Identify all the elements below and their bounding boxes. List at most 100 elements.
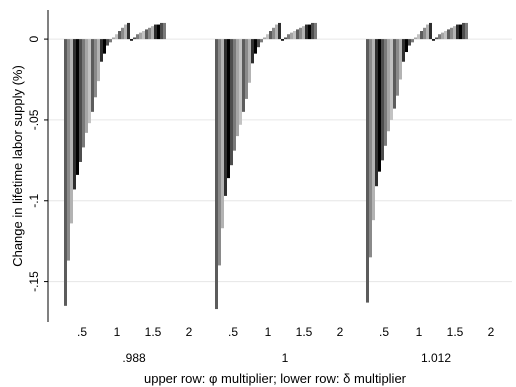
bar [139, 32, 142, 40]
bar [121, 27, 124, 40]
bar [426, 24, 429, 40]
bar [233, 39, 236, 151]
bar [393, 39, 396, 109]
bar [227, 39, 230, 179]
y-axis-title: Change in lifetime labor supply (%) [10, 65, 25, 267]
bar [127, 22, 130, 40]
bar [76, 39, 79, 175]
bar [462, 22, 465, 40]
bar [402, 39, 405, 62]
bar [218, 39, 221, 266]
bar [106, 39, 109, 46]
bar [372, 39, 375, 221]
bar [154, 24, 157, 40]
bar [396, 39, 399, 96]
bar [230, 39, 233, 166]
x-upper-tick-label: 1 [114, 325, 121, 339]
bar [79, 39, 82, 162]
bar [124, 24, 127, 40]
bar [438, 34, 441, 40]
x-upper-tick-label: 1 [265, 325, 272, 339]
y-tick-labels: 0 -.05 -.1 -.15 [27, 35, 41, 291]
bar [299, 27, 302, 40]
bar [64, 39, 67, 306]
bar [263, 37, 266, 40]
bar [112, 37, 115, 40]
bar [100, 39, 103, 62]
bar [160, 22, 163, 40]
bar [311, 22, 314, 40]
bar [296, 29, 299, 40]
panel-bars [366, 22, 468, 303]
bar [221, 39, 224, 229]
bar [151, 26, 154, 40]
bar [417, 34, 420, 40]
bar [248, 39, 251, 83]
x-upper-tick-label: 1.5 [145, 325, 162, 339]
bar [130, 39, 133, 41]
bar [465, 22, 468, 40]
bar [118, 31, 121, 40]
bar [251, 39, 254, 64]
bar [269, 31, 272, 40]
bar [254, 39, 257, 54]
bar [399, 39, 402, 80]
bar [236, 39, 239, 137]
bar [366, 39, 369, 303]
bar [405, 39, 408, 53]
bar [82, 39, 85, 148]
bar [272, 27, 275, 40]
bar [314, 22, 317, 40]
bar [384, 39, 387, 146]
bar [281, 39, 284, 41]
bar [284, 37, 287, 40]
x-lower-tick-label: 1.012 [421, 351, 451, 365]
bar [145, 29, 148, 40]
bar [148, 27, 151, 40]
bar [278, 22, 281, 40]
bar [157, 24, 160, 40]
bar [73, 39, 76, 190]
bar [375, 39, 378, 187]
bar [85, 39, 88, 133]
bar [308, 24, 311, 40]
bar [450, 27, 453, 40]
bar [423, 27, 426, 40]
x-upper-tick-label: 1.5 [296, 325, 313, 339]
bar [215, 39, 218, 310]
bar [242, 39, 245, 112]
x-upper-tick-label: 2 [488, 325, 495, 339]
y-tick-label: -.15 [27, 271, 41, 292]
x-tick-labels: .5 1 1.5 2.988.5 1 1.5 21.5 1 1.5 21.012 [77, 325, 495, 365]
bar [266, 34, 269, 40]
bar [136, 34, 139, 40]
bar [290, 32, 293, 40]
bar [293, 31, 296, 40]
bar [275, 24, 278, 40]
bar [91, 39, 94, 112]
x-upper-tick-label: .5 [379, 325, 389, 339]
bar [224, 39, 227, 196]
bar [387, 39, 390, 132]
x-upper-tick-label: 2 [337, 325, 344, 339]
panel-bars [64, 22, 166, 306]
bar [302, 26, 305, 40]
bar [459, 24, 462, 40]
bar [429, 22, 432, 40]
bar [97, 39, 100, 82]
bar [88, 39, 91, 124]
bar [435, 37, 438, 40]
bar [420, 31, 423, 40]
x-upper-tick-label: .5 [228, 325, 238, 339]
bar [381, 39, 384, 161]
bar [257, 39, 260, 48]
bar [103, 39, 106, 54]
bar [239, 39, 242, 125]
x-lower-tick-label: 1 [282, 351, 289, 365]
panel-bars [215, 22, 317, 310]
x-axis-title: upper row: φ multiplier; lower row: δ mu… [144, 371, 407, 386]
bar [67, 39, 70, 261]
bar [287, 34, 290, 40]
x-upper-tick-label: 1 [416, 325, 423, 339]
